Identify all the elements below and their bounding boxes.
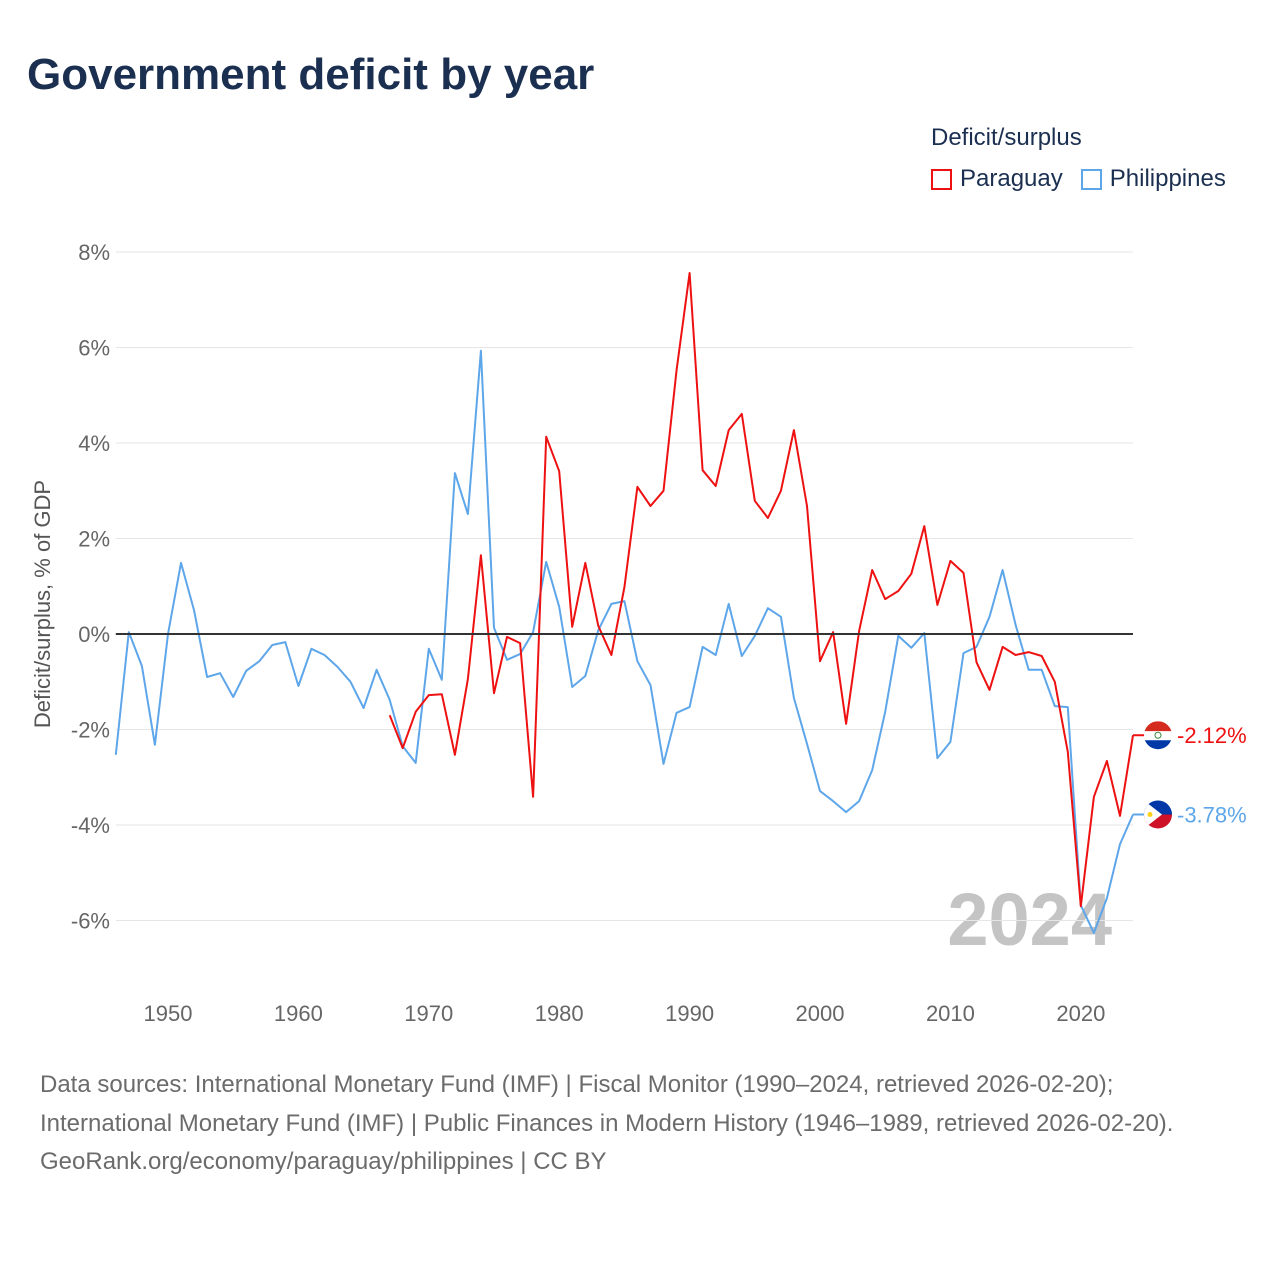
legend: Paraguay Philippines xyxy=(931,165,1226,193)
y-tick-label: 2% xyxy=(78,527,110,552)
y-tick-label: 8% xyxy=(78,240,110,265)
y-tick-label: -2% xyxy=(71,718,110,743)
series-line-philippines xyxy=(114,349,1134,934)
legend-title: Deficit/surplus xyxy=(931,124,1082,151)
end-value-label-paraguay: -2.12% xyxy=(1177,723,1247,748)
x-tick-label: 2010 xyxy=(926,1001,975,1026)
chart-title: Government deficit by year xyxy=(27,50,595,99)
legend-item-paraguay[interactable]: Paraguay xyxy=(931,165,1063,193)
y-axis-label: Deficit/surplus, % of GDP xyxy=(30,480,55,728)
legend-swatch-philippines xyxy=(1080,168,1102,190)
end-value-label-philippines: -3.78% xyxy=(1177,802,1247,827)
y-tick-label: -4% xyxy=(71,813,110,838)
credit-link[interactable]: GeoRank.org/economy/paraguay/philippines… xyxy=(40,1148,607,1176)
x-tick-label: 1990 xyxy=(665,1001,714,1026)
y-tick-label: -6% xyxy=(71,909,110,934)
legend-label-philippines: Philippines xyxy=(1109,165,1226,192)
footer: Data sources: International Monetary Fun… xyxy=(40,1066,1240,1182)
legend-swatch-paraguay xyxy=(931,168,952,190)
y-tick-label: 0% xyxy=(78,622,110,647)
legend-item-philippines[interactable]: Philippines xyxy=(1080,165,1226,193)
x-tick-label: 2020 xyxy=(1056,1001,1105,1026)
y-tick-label: 4% xyxy=(78,431,110,456)
line-chart: 2024 8% 6% 4% 2% 0% -2% -4% -6% 1950 1960 1970 1980 1… xyxy=(30,240,1247,1026)
x-tick-label: 1960 xyxy=(274,1001,323,1026)
x-tick-label: 2000 xyxy=(796,1001,845,1026)
current-year-watermark: 2024 xyxy=(947,878,1112,961)
x-tick-label: 1980 xyxy=(535,1001,584,1026)
paraguay-flag-icon xyxy=(1144,721,1172,750)
legend-label-paraguay: Paraguay xyxy=(960,165,1063,192)
x-tick-label: 1950 xyxy=(143,1001,192,1026)
data-sources: Data sources: International Monetary Fun… xyxy=(40,1071,1174,1137)
philippines-flag-icon xyxy=(1144,800,1172,829)
x-tick-label: 1970 xyxy=(404,1001,453,1026)
series-line-paraguay xyxy=(388,272,1134,908)
y-tick-label: 6% xyxy=(78,336,110,361)
